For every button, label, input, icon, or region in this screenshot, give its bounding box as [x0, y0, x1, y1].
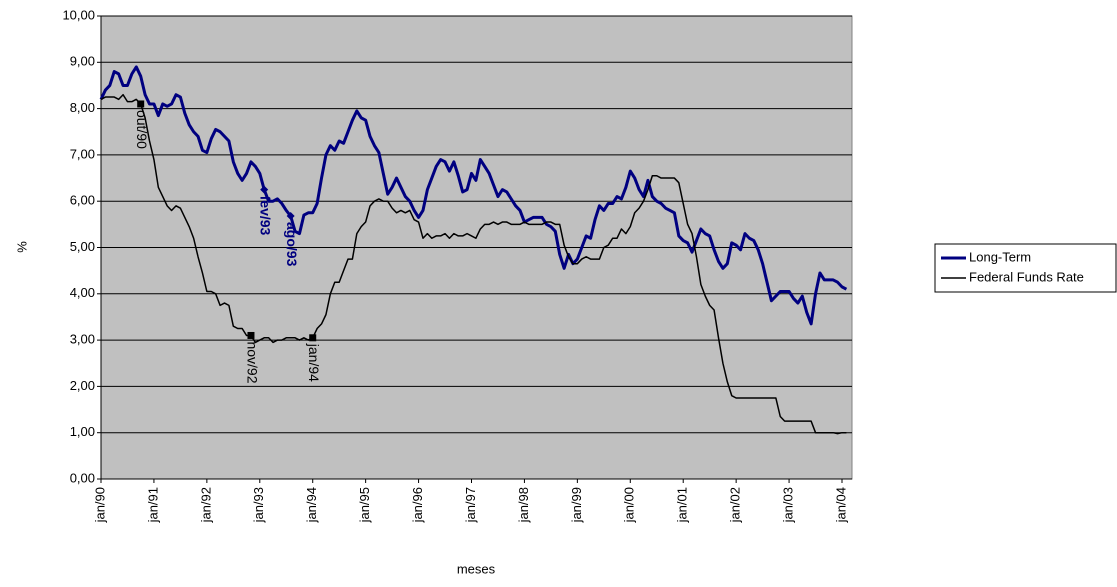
annotation-label: fev/93 — [257, 196, 273, 236]
annotation-marker — [247, 331, 255, 339]
x-tick-label: jan/00 — [622, 487, 637, 523]
y-tick-label: 2,00 — [70, 378, 95, 393]
y-axis-label: % — [14, 241, 29, 253]
legend-label: Federal Funds Rate — [969, 269, 1084, 284]
x-tick-label: jan/03 — [781, 487, 796, 523]
series-line — [99, 65, 848, 326]
x-tick-label: jan/01 — [675, 487, 690, 523]
y-tick-label: 10,00 — [62, 7, 95, 22]
y-tick-label: 9,00 — [70, 54, 95, 69]
x-tick-label: jan/92 — [198, 487, 213, 523]
annotation-label: out/90 — [134, 110, 150, 149]
annotation-marker — [260, 185, 269, 194]
y-tick-label: 3,00 — [70, 332, 95, 347]
y-tick-label: 4,00 — [70, 285, 95, 300]
x-axis-label: meses — [457, 561, 496, 576]
annotation-label: nov/92 — [244, 341, 260, 383]
annotation-label: jan/94 — [306, 343, 322, 382]
x-tick-label: jan/02 — [728, 487, 743, 523]
x-tick-label: jan/96 — [410, 487, 425, 523]
y-tick-label: 7,00 — [70, 146, 95, 161]
x-tick-label: jan/99 — [569, 487, 584, 523]
x-tick-label: jan/97 — [463, 487, 478, 523]
y-tick-label: 1,00 — [70, 424, 95, 439]
y-tick-label: 0,00 — [70, 470, 95, 485]
x-tick-label: jan/93 — [251, 487, 266, 523]
y-tick-label: 5,00 — [70, 239, 95, 254]
annotation-marker — [309, 334, 317, 342]
x-tick-label: jan/91 — [145, 487, 160, 523]
annotation-marker — [286, 212, 295, 221]
annotation-marker — [137, 100, 145, 108]
x-tick-label: jan/98 — [516, 487, 531, 523]
y-tick-label: 8,00 — [70, 100, 95, 115]
y-tick-label: 6,00 — [70, 193, 95, 208]
series-line — [100, 93, 847, 435]
legend-box — [934, 243, 1117, 293]
x-tick-label: jan/94 — [304, 487, 319, 523]
x-tick-label: jan/04 — [833, 487, 848, 523]
x-tick-label: jan/90 — [92, 487, 107, 523]
annotation-label: ago/93 — [284, 222, 300, 267]
legend-label: Long-Term — [969, 249, 1031, 264]
x-tick-label: jan/95 — [357, 487, 372, 523]
